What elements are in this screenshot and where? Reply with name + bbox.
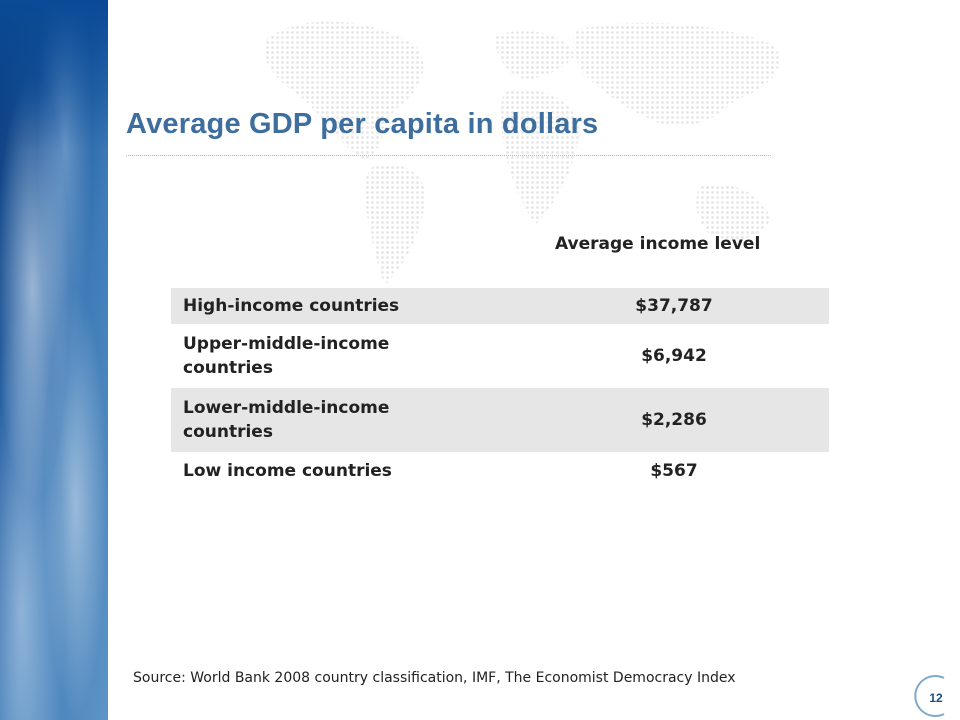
title-divider (126, 155, 771, 156)
column-header: Average income level (555, 234, 761, 254)
source-note: Source: World Bank 2008 country classifi… (133, 670, 736, 686)
page-number: 12 (929, 691, 943, 705)
page-number-arc-icon (914, 675, 945, 717)
table-row: Upper-middle-income countries $6,942 (171, 324, 829, 388)
earth-image-strip (0, 0, 108, 720)
row-value: $567 (650, 461, 698, 481)
row-value: $37,787 (635, 296, 713, 316)
table-row: Low income countries $567 (171, 452, 829, 490)
row-label: Lower-middle-income countries (183, 398, 390, 442)
row-value: $6,942 (641, 346, 707, 366)
table-row: Lower-middle-income countries $2,286 (171, 388, 829, 452)
slide-title: Average GDP per capita in dollars (126, 108, 599, 140)
income-table: High-income countries $37,787 Upper-midd… (171, 288, 829, 490)
table-row: High-income countries $37,787 (171, 288, 829, 324)
world-map-background (264, 21, 780, 285)
row-value: $2,286 (641, 410, 707, 430)
row-label: Upper-middle-income countries (183, 334, 390, 378)
row-label: Low income countries (183, 461, 392, 481)
row-label: High-income countries (183, 296, 400, 316)
